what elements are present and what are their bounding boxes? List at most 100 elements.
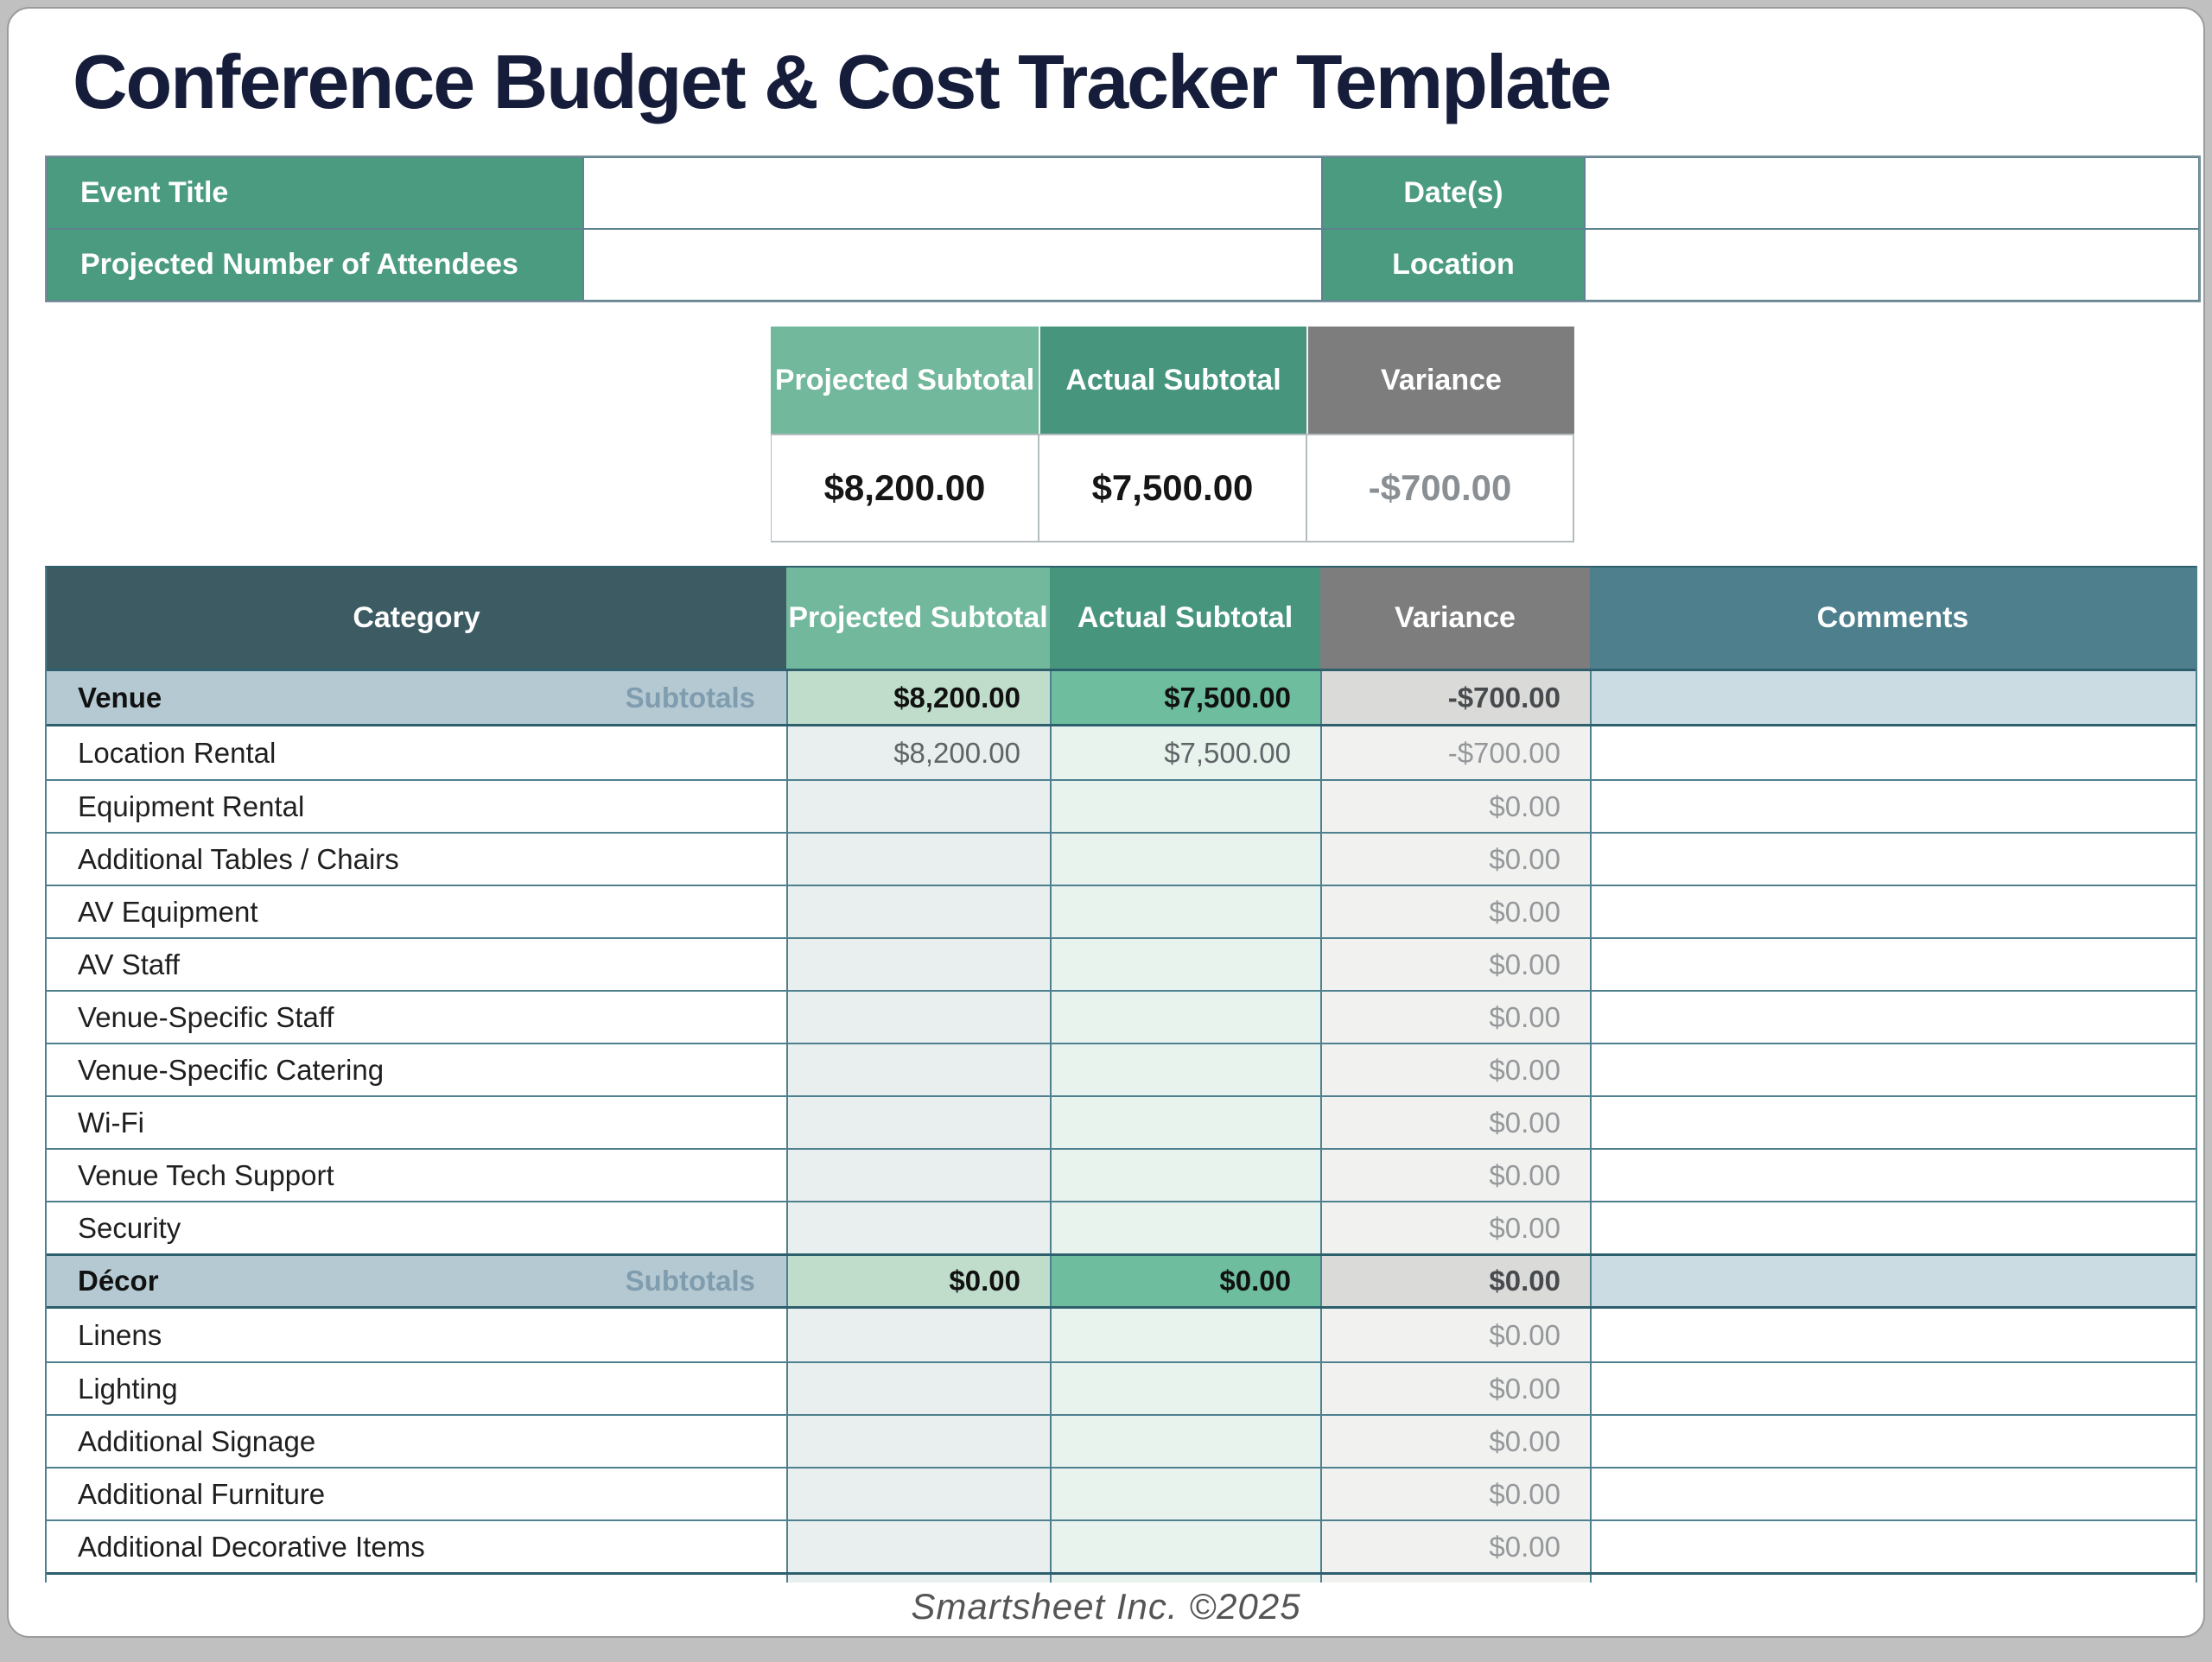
- projected-cell[interactable]: [786, 1521, 1050, 1572]
- category-cell[interactable]: Wi-Fi: [47, 1097, 786, 1148]
- location-label: Location: [1322, 229, 1585, 301]
- comments-cell[interactable]: [1590, 1469, 2196, 1519]
- event-title-input-cell[interactable]: [583, 157, 1322, 229]
- subtotals-label: Subtotals: [625, 1265, 755, 1297]
- actual-cell[interactable]: [1050, 992, 1320, 1043]
- category-label: AV Staff: [78, 948, 181, 980]
- actual-cell[interactable]: [1050, 1202, 1320, 1253]
- category-cell[interactable]: AV Equipment: [47, 886, 786, 937]
- table-row: Security $0.00: [47, 1201, 2196, 1253]
- category-cell[interactable]: Venue Tech Support: [47, 1150, 786, 1201]
- category-label: Venue-Specific Staff: [78, 1000, 334, 1033]
- category-cell[interactable]: Lighting: [47, 1363, 786, 1414]
- projected-cell[interactable]: [786, 781, 1050, 832]
- projected-cell[interactable]: $8,200.00: [786, 726, 1050, 779]
- comments-cell[interactable]: [1590, 1150, 2196, 1201]
- projected-cell[interactable]: [786, 1363, 1050, 1414]
- summary-variance-header: Variance: [1306, 327, 1574, 434]
- projected-cell[interactable]: [786, 1469, 1050, 1519]
- location-input-cell[interactable]: [1585, 229, 2199, 301]
- category-cell[interactable]: Venue-Specific Staff: [47, 992, 786, 1043]
- variance-cell: $0.00: [1320, 886, 1590, 937]
- comments-cell[interactable]: [1590, 1044, 2196, 1095]
- category-cell[interactable]: Additional Signage: [47, 1416, 786, 1467]
- category-label: Venue Tech Support: [78, 1158, 334, 1191]
- actual-cell[interactable]: [1050, 834, 1320, 885]
- category-label: Additional Furniture: [78, 1477, 326, 1510]
- projected-cell[interactable]: [786, 1309, 1050, 1361]
- comments-cell[interactable]: [1590, 1416, 2196, 1467]
- category-label: Wi-Fi: [78, 1106, 144, 1139]
- summary-projected-value: $8,200.00: [771, 434, 1039, 542]
- event-title-label: Event Title: [47, 157, 583, 229]
- category-label: Additional Tables / Chairs: [78, 842, 399, 875]
- comments-cell[interactable]: [1590, 1521, 2196, 1572]
- actual-cell[interactable]: [1050, 939, 1320, 990]
- dates-label: Date(s): [1322, 157, 1585, 229]
- category-cell[interactable]: Linens: [47, 1309, 786, 1361]
- variance-cell: $0.00: [1320, 1256, 1590, 1306]
- projected-cell[interactable]: [786, 1202, 1050, 1253]
- category-cell: Venue Subtotals: [47, 671, 786, 724]
- category-cell[interactable]: AV Staff: [47, 939, 786, 990]
- table-row: Lighting $0.00: [47, 1361, 2196, 1414]
- projected-cell[interactable]: [786, 1150, 1050, 1201]
- category-cell[interactable]: Security: [47, 1202, 786, 1253]
- actual-cell[interactable]: [1050, 1469, 1320, 1519]
- category-cell[interactable]: Equipment Rental: [47, 781, 786, 832]
- actual-cell[interactable]: [1050, 1150, 1320, 1201]
- projected-cell: $0.00: [786, 1256, 1050, 1306]
- comments-cell[interactable]: [1590, 992, 2196, 1043]
- comments-cell[interactable]: [1590, 886, 2196, 937]
- comments-cell[interactable]: [1590, 726, 2196, 779]
- comments-cell[interactable]: [1590, 1363, 2196, 1414]
- category-cell[interactable]: Venue-Specific Catering: [47, 1044, 786, 1095]
- category-cell[interactable]: Additional Furniture: [47, 1469, 786, 1519]
- variance-cell: $0.00: [1320, 992, 1590, 1043]
- projected-cell[interactable]: [786, 886, 1050, 937]
- attendees-input-cell[interactable]: [583, 229, 1322, 301]
- actual-cell[interactable]: [1050, 781, 1320, 832]
- actual-cell: $0.00: [1050, 1256, 1320, 1306]
- budget-table: Category Projected Subtotal Actual Subto…: [45, 566, 2197, 1583]
- actual-cell[interactable]: [1050, 1097, 1320, 1148]
- actual-cell[interactable]: [1050, 1044, 1320, 1095]
- comments-cell[interactable]: [1590, 1202, 2196, 1253]
- projected-cell: [786, 1575, 1050, 1583]
- comments-cell[interactable]: [1590, 834, 2196, 885]
- page-title: Conference Budget & Cost Tracker Templat…: [73, 39, 1611, 124]
- dates-input-cell[interactable]: [1585, 157, 2199, 229]
- footer-credit: Smartsheet Inc. ©2025: [911, 1586, 1301, 1627]
- comments-cell[interactable]: [1590, 939, 2196, 990]
- category-cell[interactable]: Additional Decorative Items: [47, 1521, 786, 1572]
- category-label: Additional Decorative Items: [78, 1530, 425, 1563]
- category-cell[interactable]: Additional Tables / Chairs: [47, 834, 786, 885]
- table-row: Additional Tables / Chairs $0.00: [47, 832, 2196, 885]
- actual-cell[interactable]: [1050, 1416, 1320, 1467]
- category-cell[interactable]: Location Rental: [47, 726, 786, 779]
- projected-cell[interactable]: [786, 834, 1050, 885]
- table-row: AV Staff $0.00: [47, 937, 2196, 990]
- category-cell: [47, 1575, 786, 1583]
- attendees-label: Projected Number of Attendees: [47, 229, 583, 301]
- projected-cell: $8,200.00: [786, 671, 1050, 724]
- comments-cell[interactable]: [1590, 1309, 2196, 1361]
- actual-cell[interactable]: [1050, 1309, 1320, 1361]
- actual-cell[interactable]: $7,500.00: [1050, 726, 1320, 779]
- comments-cell[interactable]: [1590, 1097, 2196, 1148]
- variance-column-header: Variance: [1320, 568, 1590, 669]
- projected-cell[interactable]: [786, 1416, 1050, 1467]
- actual-cell[interactable]: [1050, 886, 1320, 937]
- projected-cell[interactable]: [786, 1044, 1050, 1095]
- projected-cell[interactable]: [786, 939, 1050, 990]
- projected-cell[interactable]: [786, 1097, 1050, 1148]
- actual-cell[interactable]: [1050, 1363, 1320, 1414]
- variance-cell: $0.00: [1320, 1044, 1590, 1095]
- category-label: AV Equipment: [78, 895, 258, 928]
- actual-cell[interactable]: [1050, 1521, 1320, 1572]
- actual-cell: [1050, 1575, 1320, 1583]
- variance-cell: -$700.00: [1320, 671, 1590, 724]
- projected-cell[interactable]: [786, 992, 1050, 1043]
- comments-cell[interactable]: [1590, 781, 2196, 832]
- table-row: Linens $0.00: [47, 1309, 2196, 1361]
